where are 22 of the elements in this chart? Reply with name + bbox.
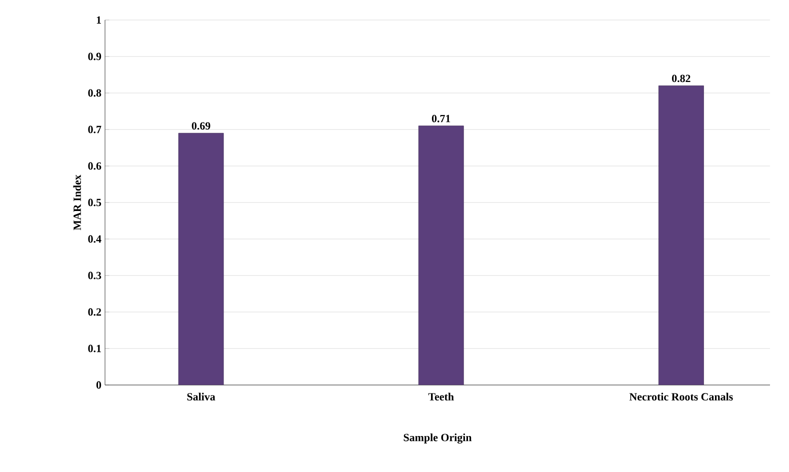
y-tick-label: 0.6 — [88, 162, 102, 170]
bar — [418, 126, 464, 385]
y-tick-label: 1 — [96, 16, 101, 24]
y-tick-label: 0.9 — [88, 52, 102, 60]
y-tick-label: 0.2 — [88, 308, 101, 316]
x-tick-label: Necrotic Roots Canals — [629, 392, 733, 400]
y-tick-label: 0.5 — [88, 198, 102, 206]
data-label: 0.69 — [192, 122, 210, 130]
x-tick-label: Saliva — [187, 392, 216, 400]
x-axis-title: Sample Origin — [404, 434, 472, 444]
y-tick-label: 0.3 — [88, 272, 102, 280]
y-tick-label: 0.7 — [88, 126, 102, 134]
bar — [178, 132, 224, 385]
y-tick-label: 0 — [96, 381, 102, 389]
bar — [658, 85, 704, 385]
y-tick-label: 0.8 — [88, 89, 102, 97]
data-label: 0.71 — [432, 114, 450, 122]
y-axis-title: MAR Index — [73, 174, 81, 230]
y-tick-label: 0.1 — [88, 344, 101, 352]
x-tick-label: Teeth — [428, 392, 454, 400]
data-label: 0.82 — [672, 74, 690, 82]
y-tick-label: 0.4 — [88, 235, 102, 243]
